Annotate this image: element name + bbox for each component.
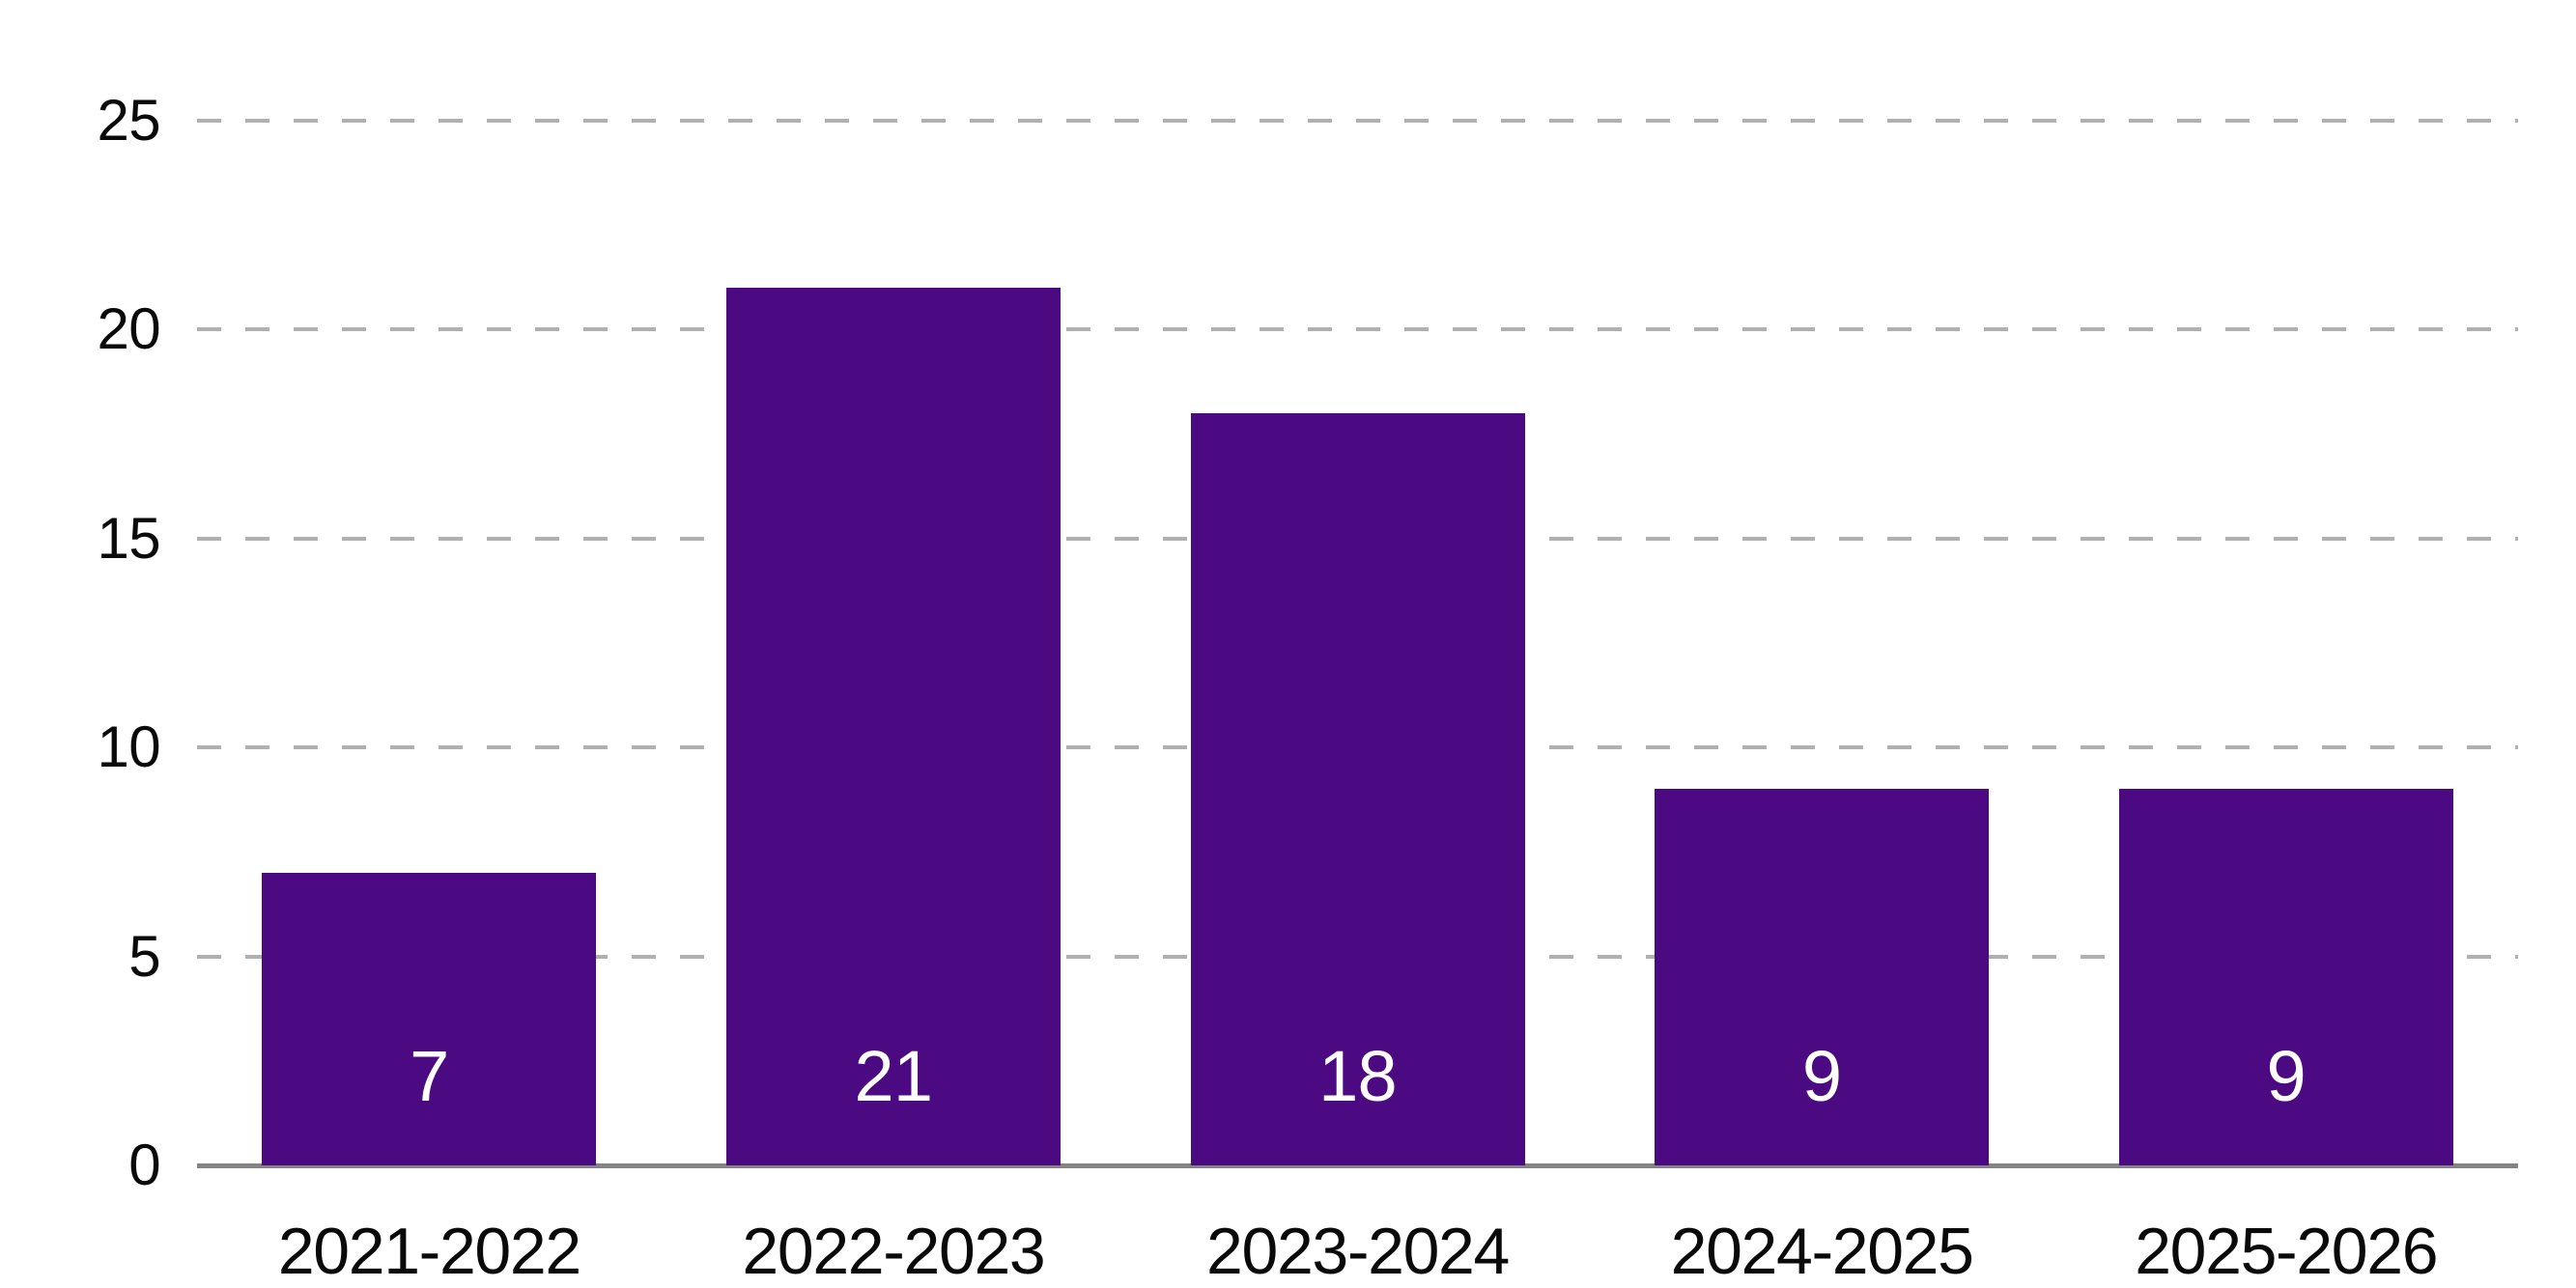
bar-2022-2023: 21	[725, 288, 1061, 1165]
bar-2021-2022: 7	[262, 873, 597, 1165]
x-category-label-2023-2024: 2023-2024	[1206, 1215, 1510, 1288]
bar-value-label: 18	[1318, 1035, 1398, 1116]
x-axis-line	[197, 1163, 2518, 1168]
bar-value-label: 7	[410, 1035, 449, 1116]
bar-2024-2025: 9	[1655, 789, 1990, 1165]
y-tick-label-25: 25	[97, 88, 160, 153]
y-tick-label-5: 5	[128, 923, 160, 989]
y-tick-label-0: 0	[128, 1133, 160, 1197]
x-category-label-2025-2026: 2025-2026	[2135, 1215, 2438, 1288]
bar-value-label: 9	[2266, 1035, 2306, 1116]
gridline-20	[197, 327, 2518, 332]
bar-value-label: 9	[1801, 1035, 1842, 1116]
bar-2025-2026: 9	[2118, 789, 2453, 1165]
x-category-label-2021-2022: 2021-2022	[277, 1215, 581, 1288]
x-category-label-2024-2025: 2024-2025	[1670, 1215, 1974, 1288]
bar-value-label: 21	[854, 1035, 933, 1116]
bar-2023-2024: 18	[1190, 412, 1525, 1165]
y-tick-label-10: 10	[97, 714, 160, 780]
y-tick-label-20: 20	[97, 296, 160, 362]
gridline-25	[197, 119, 2518, 123]
x-category-label-2022-2023: 2022-2023	[742, 1215, 1045, 1288]
y-tick-label-15: 15	[97, 505, 160, 571]
